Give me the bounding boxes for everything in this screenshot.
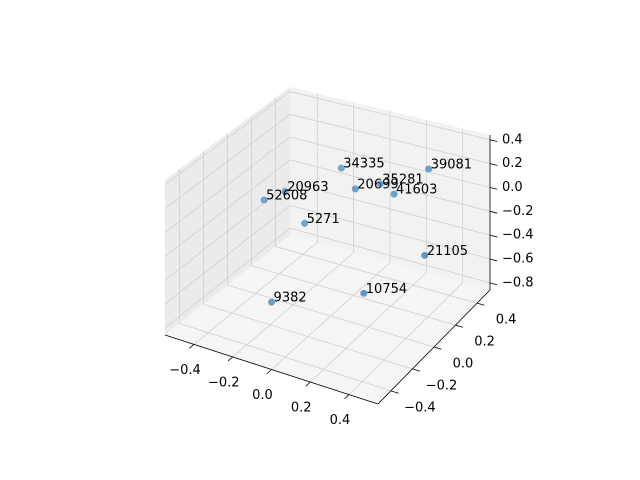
x-tick-label: 0.0 <box>252 388 273 403</box>
tick-mark <box>489 234 498 238</box>
tick-mark <box>476 302 485 306</box>
grid-line <box>164 227 291 329</box>
grid-line <box>289 182 491 236</box>
y-tick-label: −0.4 <box>404 400 436 415</box>
point <box>351 185 359 193</box>
point-label: 35281 <box>382 172 423 187</box>
grid-line <box>289 159 491 212</box>
grid-line <box>164 205 291 305</box>
grid-line <box>203 303 413 370</box>
point <box>301 219 309 227</box>
z-tick-label: 0.4 <box>502 132 523 147</box>
point-label: 5271 <box>307 212 340 227</box>
point-label: 39081 <box>431 158 472 173</box>
floor-pane <box>165 235 490 404</box>
tick-mark <box>489 187 498 190</box>
grid-line <box>251 265 456 326</box>
tick-mark <box>489 282 498 286</box>
grid-line <box>275 246 478 304</box>
grid-line <box>289 205 491 260</box>
z-tick-label: 0.2 <box>502 156 523 171</box>
point <box>425 165 433 173</box>
grid-line <box>289 113 491 165</box>
point-label: 52608 <box>266 189 307 204</box>
point-label: 20963 <box>287 180 328 195</box>
tick-mark <box>412 368 421 372</box>
grid-line <box>164 159 291 257</box>
z-tick-label: 0.0 <box>502 180 523 195</box>
grid-line <box>179 323 392 392</box>
tick-mark <box>455 324 464 328</box>
x-tick-label: −0.4 <box>169 363 201 378</box>
x-tick-label: −0.2 <box>208 375 240 390</box>
tick-mark <box>266 369 272 374</box>
y-tick-label: −0.2 <box>426 378 458 393</box>
grid-line <box>227 284 435 348</box>
z-tick-label: −0.2 <box>502 204 534 219</box>
tick-mark <box>433 346 442 350</box>
point-label: 21105 <box>427 244 468 259</box>
tick-mark <box>489 139 498 142</box>
z-tick-label: −0.6 <box>502 252 534 267</box>
tick-mark <box>305 381 311 387</box>
point <box>281 188 289 196</box>
point <box>376 180 384 188</box>
point <box>421 251 429 259</box>
tick-mark <box>227 356 234 362</box>
tick-mark <box>489 258 498 262</box>
tick-mark <box>344 394 350 400</box>
grid-line <box>164 91 291 186</box>
tick-mark <box>390 390 399 394</box>
y-axis-line <box>377 289 491 405</box>
point <box>337 164 345 172</box>
tick-mark <box>189 344 195 349</box>
x-axis-line <box>164 334 379 405</box>
grid-line <box>164 182 291 281</box>
point-label: 34335 <box>343 157 384 172</box>
y-tick-label: 0.0 <box>453 357 474 372</box>
x-tick-label: 0.4 <box>330 413 351 428</box>
grid-line <box>289 91 491 141</box>
point-label: 10754 <box>366 282 407 297</box>
grid-line <box>289 227 491 284</box>
z-tick-label: −0.8 <box>502 275 534 290</box>
x-tick-label: 0.2 <box>291 401 312 416</box>
grid-line <box>164 136 291 233</box>
point-label: 9382 <box>274 291 307 306</box>
point-label: 41603 <box>396 183 437 198</box>
point <box>260 196 268 204</box>
z-tick-label: −0.4 <box>502 228 534 243</box>
tick-mark <box>489 163 498 166</box>
y-tick-label: 0.2 <box>474 335 495 350</box>
point <box>360 289 368 297</box>
tick-mark <box>489 210 498 214</box>
y-tick-label: 0.4 <box>496 313 517 328</box>
point <box>390 190 398 198</box>
grid-line <box>164 114 291 209</box>
grid-line <box>289 136 491 188</box>
point <box>268 298 276 306</box>
